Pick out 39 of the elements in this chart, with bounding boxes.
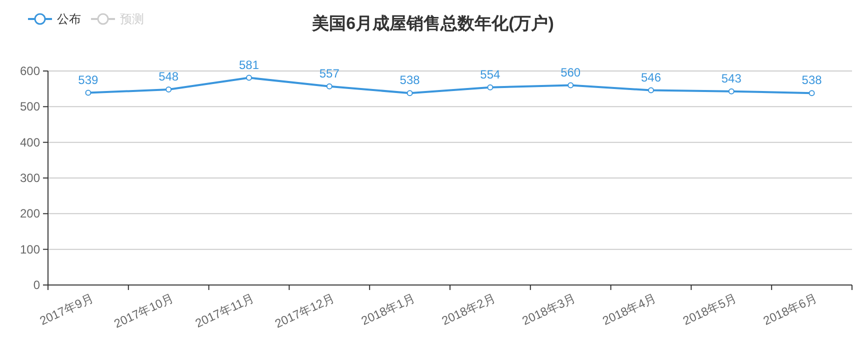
x-tick-label: 2018年4月 [600,291,658,328]
x-tick-label: 2017年11月 [193,291,256,330]
data-label: 538 [802,73,822,88]
data-label: 539 [78,72,99,87]
x-tick-label: 2017年12月 [272,291,337,331]
data-label: 560 [560,65,581,80]
point [808,90,815,96]
data-label: 543 [721,71,742,86]
data-label: 538 [400,73,420,88]
y-tick-label: 600 [20,64,40,78]
y-tick-label: 500 [20,100,40,114]
point [406,90,413,96]
x-tick-label: 2018年3月 [520,291,578,328]
x-tick-label: 2018年2月 [440,291,498,328]
point [166,86,172,93]
point [246,74,252,81]
point [85,90,92,96]
y-tick-label: 300 [20,171,40,185]
y-tick-label: 0 [33,278,40,292]
chart-title: 美国6月成屋销售总数年化(万户) [311,14,554,33]
data-label: 554 [480,67,501,82]
point [326,83,332,90]
point [648,87,654,94]
x-tick-label: 2018年6月 [761,291,820,328]
data-label: 581 [238,58,260,72]
legend-label: 公布 [57,12,81,26]
x-tick-label: 2017年10月 [112,291,176,331]
data-label: 548 [158,70,179,84]
y-tick-label: 400 [20,135,40,150]
point [728,88,734,94]
data-label: 546 [640,70,662,84]
x-tick-label: 2017年9月 [38,291,96,328]
data-label: 557 [319,66,340,80]
y-tick-label: 100 [20,242,40,256]
point [568,82,574,88]
y-tick-label: 200 [20,206,40,221]
point [487,84,494,90]
x-tick-label: 2018年5月 [680,291,739,328]
x-tick-label: 2018年1月 [359,291,418,328]
